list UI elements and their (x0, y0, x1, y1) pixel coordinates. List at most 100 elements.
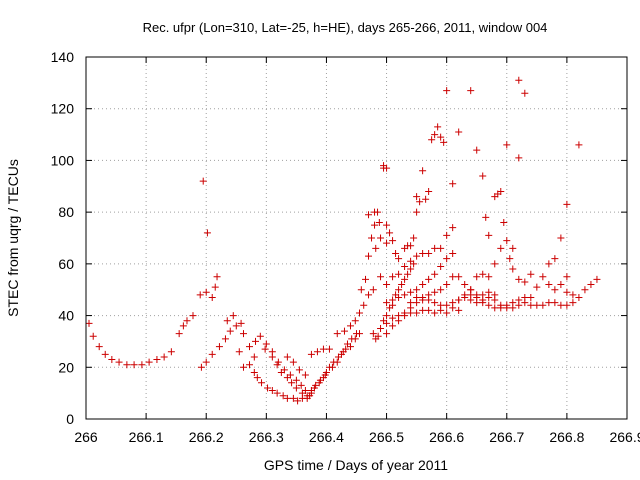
data-point (431, 288, 439, 296)
data-point (246, 343, 254, 351)
data-point (372, 244, 380, 252)
data-point (196, 291, 204, 299)
data-point (449, 250, 457, 258)
data-point (258, 379, 266, 387)
data-point (348, 335, 356, 343)
data-point (365, 211, 373, 219)
data-point (145, 358, 153, 366)
data-point (485, 301, 493, 309)
data-point (437, 262, 445, 270)
data-point (473, 291, 481, 299)
data-point (395, 255, 403, 263)
data-point (343, 340, 351, 348)
data-point (497, 244, 505, 252)
data-point (395, 317, 403, 325)
data-point (443, 301, 451, 309)
data-point (410, 234, 418, 242)
data-point (443, 255, 451, 263)
plot-frame (85, 56, 628, 420)
chart-title: Rec. ufpr (Lon=310, Lat=-25, h=HE), days… (143, 20, 548, 35)
data-point (557, 234, 565, 242)
data-point (461, 291, 469, 299)
data-point (374, 332, 382, 340)
data-point (569, 291, 577, 299)
data-point (479, 270, 487, 278)
data-point (521, 278, 529, 286)
data-point (395, 286, 403, 294)
data-point (416, 198, 424, 206)
data-point (389, 301, 397, 309)
y-tick-label: 100 (51, 152, 75, 168)
data-point (443, 309, 451, 317)
data-point (515, 296, 523, 304)
data-point (301, 387, 309, 395)
data-point (575, 141, 583, 149)
data-point (262, 340, 270, 348)
grid-lines (86, 57, 627, 419)
data-point (443, 87, 451, 95)
data-point (383, 164, 391, 172)
data-point (316, 376, 324, 384)
data-point (351, 317, 359, 325)
data-point (503, 301, 511, 309)
data-point (479, 172, 487, 180)
x-axis-label: GPS time / Days of year 2011 (264, 457, 448, 473)
data-point (527, 293, 535, 301)
data-point (521, 293, 529, 301)
data-point (138, 361, 146, 369)
data-point (130, 361, 138, 369)
data-point (383, 299, 391, 307)
data-point (551, 299, 559, 307)
data-point (431, 131, 439, 139)
data-point (437, 301, 445, 309)
data-point (202, 358, 210, 366)
data-point (473, 299, 481, 307)
data-point (183, 317, 191, 325)
data-point (491, 304, 499, 312)
data-point (437, 133, 445, 141)
data-point (509, 244, 517, 252)
data-point (208, 293, 216, 301)
x-tick-label: 266.9 (609, 429, 640, 445)
data-point (509, 265, 517, 273)
data-point (485, 293, 493, 301)
data-point (563, 288, 571, 296)
data-point (467, 87, 475, 95)
data-point (383, 281, 391, 289)
data-point (395, 270, 403, 278)
data-point (108, 356, 116, 364)
data-point (101, 350, 109, 358)
data-point (563, 200, 571, 208)
data-point (497, 304, 505, 312)
y-axis-label: STEC from uqrg / TECUs (5, 159, 21, 317)
x-tick-label: 266.4 (309, 429, 344, 445)
data-point (392, 250, 400, 258)
data-point (297, 381, 305, 389)
data-point (283, 394, 291, 402)
data-point (356, 309, 364, 317)
data-point (246, 361, 254, 369)
y-tick-label: 60 (58, 256, 74, 272)
data-point (325, 345, 333, 353)
data-point (288, 379, 296, 387)
data-point (485, 231, 493, 239)
data-point (312, 381, 320, 389)
data-point (321, 371, 329, 379)
data-point (413, 208, 421, 216)
data-point (389, 314, 397, 322)
data-point (199, 177, 207, 185)
data-point (557, 301, 565, 309)
data-point (422, 195, 430, 203)
data-point (357, 286, 365, 294)
data-point (563, 273, 571, 281)
data-point (428, 136, 436, 144)
data-point (268, 387, 276, 395)
data-point (334, 353, 342, 361)
data-point (353, 330, 360, 338)
data-point (401, 275, 409, 283)
data-point (413, 309, 421, 317)
data-point (551, 255, 559, 263)
data-point (425, 306, 433, 314)
data-point (268, 348, 276, 356)
